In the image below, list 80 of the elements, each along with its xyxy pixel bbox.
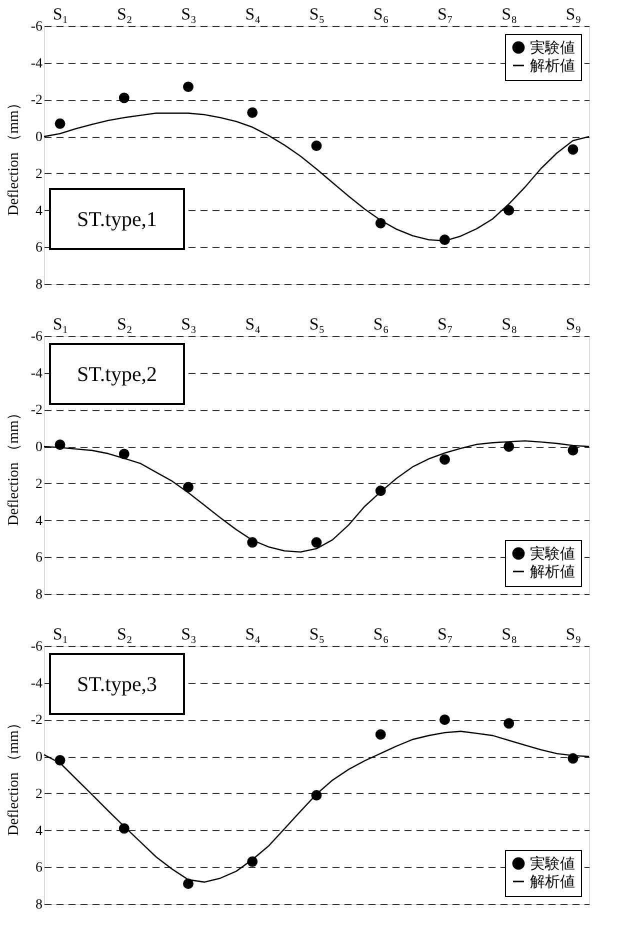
y-axis-title: Deflection （mm） [6,715,22,836]
y-tick-label: 2 [36,786,42,802]
x-tick-label: S₄ [245,624,261,644]
x-tick-label: S₅ [309,624,325,644]
x-tick-label: S₅ [309,314,325,334]
x-tick-label: S₅ [309,4,325,24]
legend-label: 解析値 [530,564,575,580]
y-tick-label: -2 [30,713,42,728]
x-tick-label: S₉ [566,4,582,24]
x-tick-label: S₁ [52,624,68,644]
x-tick-label: S₇ [438,314,453,334]
legend-label: 解析値 [530,874,575,890]
y-tick-label: -6 [30,20,42,34]
point [375,729,386,740]
x-tick-label: S₄ [245,314,261,334]
x-tick-label: S₆ [373,314,389,334]
point [568,445,578,456]
x-tick-label: S₆ [373,4,389,24]
point [183,82,194,92]
x-tick-label: S₇ [438,624,453,644]
y-tick-label: 2 [36,476,42,492]
legend-label: 解析値 [530,58,575,74]
point [504,718,514,729]
y-axis-title: Deflection （mm） [6,405,22,526]
y-tick-label: -4 [30,56,42,72]
legend-label: 実験値 [530,546,575,562]
legend-label: 実験値 [530,856,575,872]
y-tick-label: 4 [36,204,42,219]
point [439,714,450,725]
point [311,140,322,152]
point [439,454,450,465]
annotation: ST.type,3 [76,672,158,696]
y-tick-label: 4 [36,514,42,529]
point [183,878,194,889]
annotation: ST.type,2 [76,362,158,386]
x-tick-label: S₆ [373,624,389,644]
y-tick-label: 2 [36,166,42,182]
point [504,205,514,216]
y-tick-label: 6 [36,860,42,876]
y-tick-label: 8 [36,588,42,602]
y-tick-label: -4 [30,676,42,692]
x-tick-label: S₂ [116,314,132,334]
y-tick-label: 8 [36,898,42,912]
y-axis-title: Deflection （mm） [6,95,22,216]
x-tick-label: S₉ [566,314,582,334]
x-tick-label: S₉ [566,624,582,644]
point [118,92,130,104]
y-tick-label: 4 [36,824,42,839]
x-tick-label: S₈ [502,624,518,644]
y-tick-label: 0 [36,750,42,766]
y-tick-label: 6 [36,550,42,566]
x-tick-label: S₈ [502,314,518,334]
point [504,441,514,452]
x-tick-label: S₁ [52,4,68,24]
y-tick-label: -4 [30,366,42,382]
y-tick-label: -2 [30,403,42,418]
x-tick-label: S₃ [181,314,197,334]
point [568,144,578,155]
point [247,107,258,118]
point [54,118,66,129]
point [311,537,322,548]
y-tick-label: -2 [30,93,42,108]
x-tick-label: S₃ [181,4,197,24]
point [183,482,194,492]
point [118,448,130,460]
x-tick-label: S₂ [116,624,132,644]
y-tick-label: -6 [30,640,42,654]
legend-label: 実験値 [530,40,575,56]
x-tick-label: S₃ [181,624,197,644]
y-tick-label: 6 [36,240,42,256]
x-tick-label: S₁ [52,314,68,334]
annotation: ST.type,1 [76,207,158,231]
x-tick-label: S₄ [245,4,261,24]
x-tick-label: S₈ [502,4,518,24]
x-tick-label: S₇ [438,4,453,24]
y-tick-label: 0 [36,440,42,456]
y-tick-label: -6 [30,330,42,344]
y-tick-label: 8 [36,278,42,292]
x-tick-label: S₂ [116,4,132,24]
y-tick-label: 0 [36,130,42,146]
